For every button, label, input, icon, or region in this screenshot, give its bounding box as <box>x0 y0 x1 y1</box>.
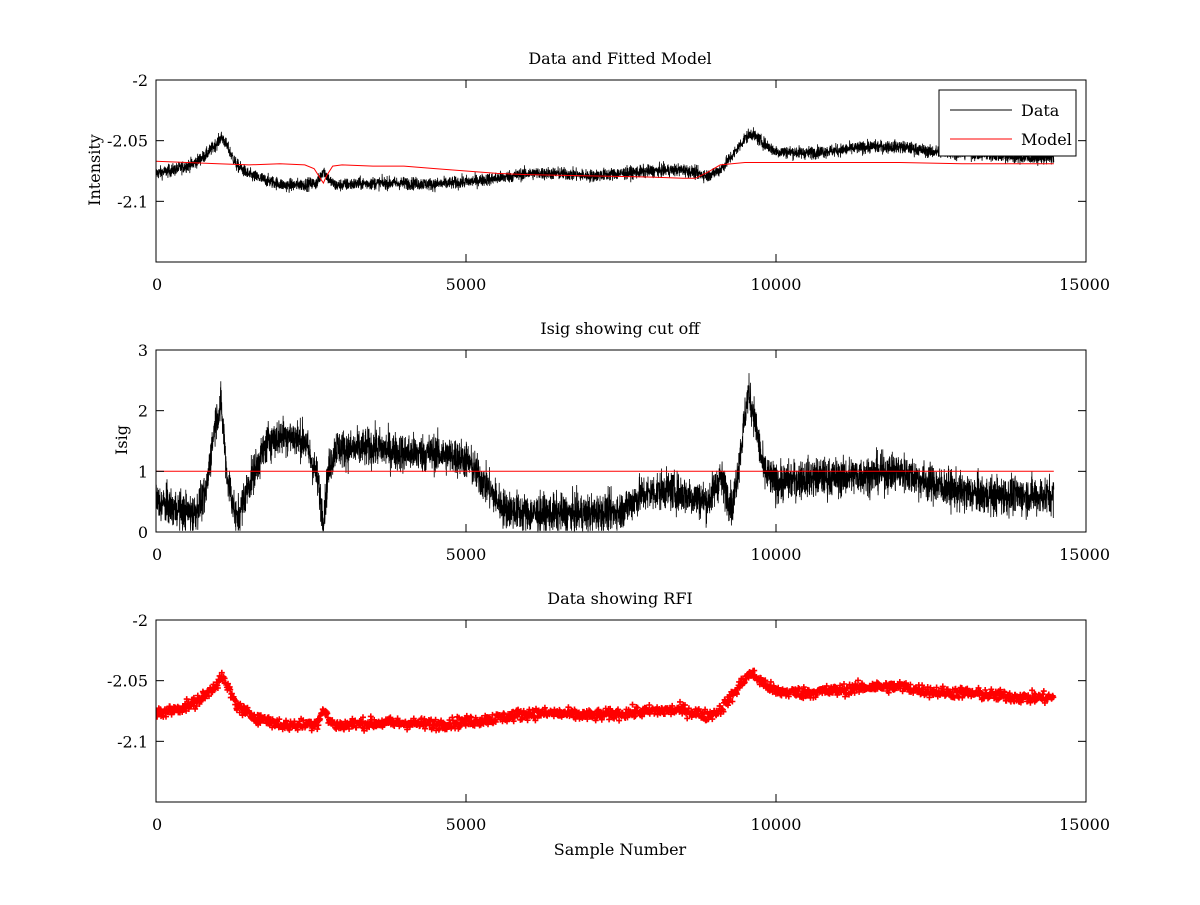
x-tick-label: 10000 <box>751 275 802 294</box>
y-tick-label: 0 <box>138 523 148 542</box>
x-tick-label: 5000 <box>446 545 487 564</box>
chart-title: Data showing RFI <box>547 589 692 608</box>
x-tick-label: 5000 <box>446 275 487 294</box>
x-tick-label: 10000 <box>751 815 802 834</box>
x-tick-label: 5000 <box>446 815 487 834</box>
x-tick-label: 0 <box>152 545 162 564</box>
axes-frame <box>155 79 1087 263</box>
chart-title: Data and Fitted Model <box>528 49 711 68</box>
y-tick-label: -2 <box>132 611 148 630</box>
y-tick-label: -2.05 <box>107 672 148 691</box>
legend-label-data: Data <box>1021 101 1060 120</box>
series-series-1-line <box>156 373 1055 532</box>
y-axis-label: Isig <box>112 425 131 455</box>
series-group <box>156 373 1055 532</box>
panel-isig-showing-cut-off: Isig showing cut off Isig 0 5000 10000 1500… <box>112 319 1110 564</box>
axes-frame <box>155 619 1087 803</box>
y-axis-label: Intensity <box>85 134 104 206</box>
chart-title: Isig showing cut off <box>540 319 701 338</box>
y-tick-label: -2.05 <box>107 132 148 151</box>
x-tick-label: 0 <box>152 815 162 834</box>
x-tick-label: 15000 <box>1059 815 1110 834</box>
x-tick-label: 15000 <box>1059 275 1110 294</box>
legend: Data Model <box>938 89 1077 157</box>
series-series-1-points <box>156 667 1057 734</box>
y-tick-label: 1 <box>138 462 148 481</box>
panel-data-and-fitted-model: Data and Fitted Model Intensity 0 5000 100… <box>85 49 1110 294</box>
panel-data-showing-rfi: Data showing RFI 0 5000 10000 15000 -2.1 -2.0… <box>107 589 1110 859</box>
y-tick-label: 2 <box>138 402 148 421</box>
legend-label-model: Model <box>1021 130 1072 149</box>
series-model-line <box>156 160 1054 185</box>
series-data-line <box>156 127 1055 193</box>
axes-frame <box>155 349 1087 533</box>
series-group <box>156 127 1055 193</box>
series-group <box>156 667 1057 734</box>
x-axis-label: Sample Number <box>554 840 687 859</box>
y-tick-label: -2 <box>132 71 148 90</box>
x-tick-label: 0 <box>152 275 162 294</box>
x-tick-label: 10000 <box>751 545 802 564</box>
y-tick-label: -2.1 <box>117 732 148 751</box>
x-tick-label: 15000 <box>1059 545 1110 564</box>
y-tick-label: 3 <box>138 341 148 360</box>
y-tick-label: -2.1 <box>117 192 148 211</box>
legend-box <box>938 89 1077 157</box>
